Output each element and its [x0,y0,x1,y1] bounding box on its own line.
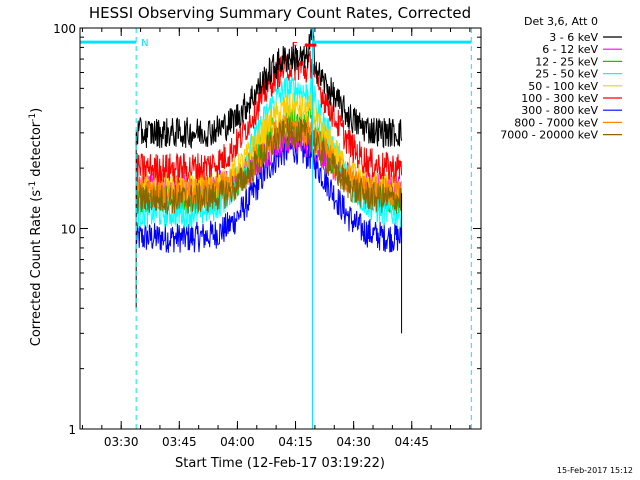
legend-label: 300 - 800 keV [521,104,598,117]
x-tick-label: 04:45 [394,435,429,449]
x-tick-label: 04:30 [336,435,371,449]
x-tick-label: 04:00 [220,435,255,449]
series-line-4 [135,73,403,228]
legend-label: 50 - 100 keV [528,80,598,93]
flare-label: F [292,41,298,52]
legend-label: 800 - 7000 keV [514,116,598,129]
y-tick-label: 10 [61,223,76,237]
plot-area: N F 1 10 100 03:30 03:45 04:00 04:15 04:30 04:45 [53,22,482,449]
y-axis-label: Corrected Count Rate (s-1 detector-1) [28,108,44,346]
legend-label: 100 - 300 keV [521,92,598,105]
legend-label: 25 - 50 keV [535,68,598,81]
legend-title: Det 3,6, Att 0 [524,15,598,28]
y-tick-label: 1 [68,423,76,437]
series-line-1 [135,28,403,150]
series-line-6 [135,50,403,184]
y-tick-label: 100 [53,22,76,36]
legend-label: 6 - 12 keV [542,43,598,56]
series-line-5 [135,92,403,204]
chart-title: HESSI Observing Summary Count Rates, Cor… [89,4,471,22]
timestamp: 15-Feb-2017 15:12 [557,466,633,475]
legend-label: 3 - 6 keV [549,31,598,44]
x-tick-label: 03:45 [162,435,197,449]
legend-label: 7000 - 20000 keV [500,129,598,142]
night-label: N [141,38,148,49]
series-line-9 [135,117,403,215]
x-axis-label: Start Time (12-Feb-17 03:19:22) [175,456,385,471]
x-tick-label: 04:15 [278,435,313,449]
legend-label: 12 - 25 keV [535,55,598,68]
x-tick-label: 03:30 [104,435,139,449]
